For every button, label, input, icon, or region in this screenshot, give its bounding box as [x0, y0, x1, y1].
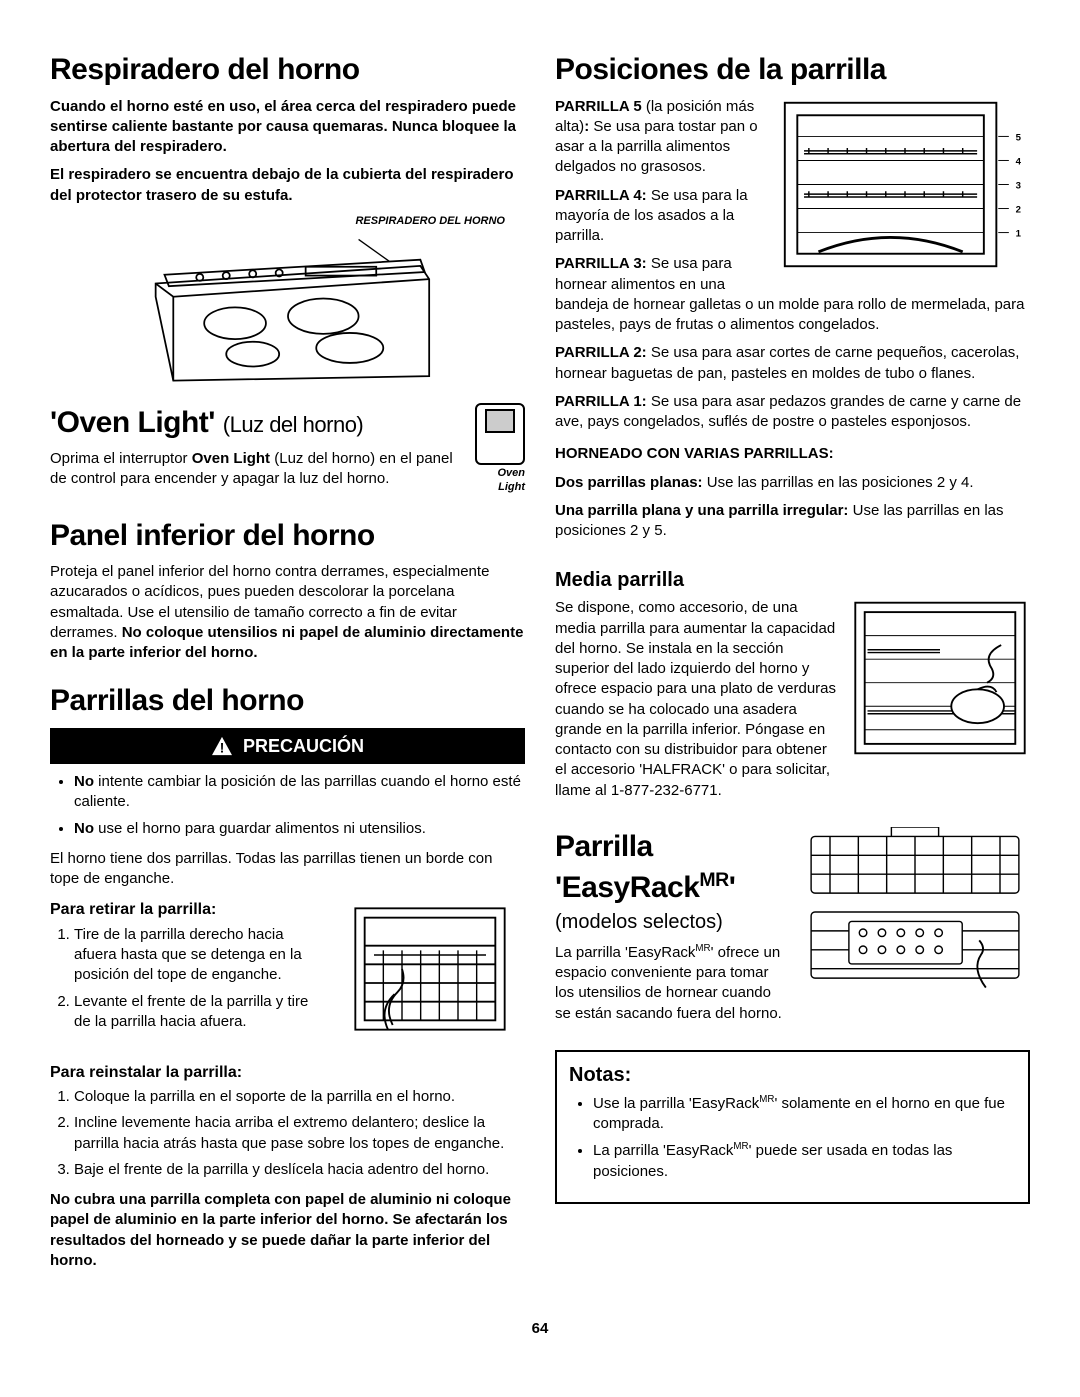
- stove-illustration: [50, 235, 525, 385]
- caution2-txt: use el horno para guardar alimentos ni u…: [94, 820, 426, 837]
- panel-p-b: No coloque utensilios ni papel de alumin…: [50, 624, 523, 661]
- reinstalar-list: Coloque la parrilla en el soporte de la …: [74, 1087, 525, 1180]
- section-posiciones: Posiciones de la parrilla: [555, 50, 1030, 549]
- svg-text:5: 5: [1016, 132, 1022, 143]
- heading-parrillas: Parrillas del horno: [50, 681, 525, 722]
- easyrack-illustration: [800, 827, 1030, 1003]
- caution1-bold: No: [74, 773, 94, 790]
- page-number: 64: [50, 1319, 1030, 1339]
- caution-item-1: No intente cambiar la posición de las pa…: [74, 772, 525, 813]
- una-parrilla: Una parrilla plana y una parrilla irregu…: [555, 501, 1030, 542]
- svg-text:3: 3: [1016, 180, 1021, 191]
- ovenlight-title-light: (Luz del horno): [223, 412, 363, 437]
- retirar-block: Para retirar la parrilla: Tire de la par…: [50, 899, 525, 1051]
- easy-p1a: La parrilla 'EasyRack: [555, 944, 695, 961]
- caution-banner: ! PRECAUCIÓN: [50, 728, 525, 764]
- easy-p1s: MR: [695, 943, 710, 954]
- dos-txt: Use las parrillas en las posiciones 2 y …: [703, 474, 974, 491]
- easy-t2: 'EasyRack: [555, 871, 699, 904]
- heading-notas: Notas:: [569, 1062, 1016, 1089]
- reinst-3: Baje el frente de la parrilla y deslícel…: [74, 1160, 525, 1180]
- p3-bold: PARRILLA 3:: [555, 255, 647, 272]
- respiradero-p2: El respiradero se encuentra debajo de la…: [50, 165, 525, 206]
- svg-text:2: 2: [1016, 204, 1021, 215]
- panel-p: Proteja el panel inferior del horno cont…: [50, 562, 525, 663]
- caution-list: No intente cambiar la posición de las pa…: [74, 772, 525, 839]
- ovenlight-switch-icon: [475, 403, 525, 465]
- easy-t2s: MR: [699, 869, 728, 891]
- p1-bold: PARRILLA 1:: [555, 393, 647, 410]
- notas-list: Use la parrilla 'EasyRackMR' solamente e…: [593, 1093, 1016, 1182]
- rack-positions-illustration: 5 4 3 2 1: [780, 97, 1030, 278]
- respiradero-p1: Cuando el horno esté en uso, el área cer…: [50, 97, 525, 158]
- n2s: MR: [733, 1141, 748, 1152]
- n2a: La parrilla 'EasyRack: [593, 1142, 733, 1159]
- heading-ovenlight: 'Oven Light' (Luz del horno): [50, 403, 465, 444]
- parrillas-intro: El horno tiene dos parrillas. Todas las …: [50, 849, 525, 890]
- dos-bold: Dos parrillas planas:: [555, 474, 703, 491]
- pos-p1: PARRILLA 1: Se usa para asar pedazos gra…: [555, 392, 1030, 433]
- ovenlight-p-bold: Oven Light: [192, 450, 270, 467]
- svg-text:!: !: [220, 740, 225, 755]
- caution2-bold: No: [74, 820, 94, 837]
- easy-t2e: ': [729, 871, 736, 904]
- caution-item-2: No use el horno para guardar alimentos n…: [74, 819, 525, 839]
- notas-box: Notas: Use la parrilla 'EasyRackMR' sola…: [555, 1050, 1030, 1204]
- ovenlight-icon-wrap: Oven Light: [475, 403, 525, 493]
- section-respiradero: Respiradero del horno Cuando el horno es…: [50, 50, 525, 385]
- section-parrillas: Parrillas del horno ! PRECAUCIÓN No inte…: [50, 681, 525, 1271]
- reinst-1: Coloque la parrilla en el soporte de la …: [74, 1087, 525, 1107]
- nota-1: Use la parrilla 'EasyRackMR' solamente e…: [593, 1093, 1016, 1135]
- caution1-txt: intente cambiar la posición de las parri…: [74, 773, 521, 810]
- heading-media: Media parrilla: [555, 567, 1030, 594]
- reinst-2: Incline levemente hacia arriba el extrem…: [74, 1113, 525, 1154]
- ovenlight-p-a: Oprima el interruptor: [50, 450, 192, 467]
- ovenlight-title-bold: 'Oven Light': [50, 406, 223, 439]
- p4-bold: PARRILLA 4:: [555, 187, 647, 204]
- p2-bold: PARRILLA 2:: [555, 344, 647, 361]
- pos-p2: PARRILLA 2: Se usa para asar cortes de c…: [555, 343, 1030, 384]
- heading-panel: Panel inferior del horno: [50, 516, 525, 557]
- parrillas-warn: No cubra una parrilla completa con papel…: [50, 1190, 525, 1271]
- p5-bold: PARRILLA 5: [555, 98, 642, 115]
- section-easyrack: Parrilla 'EasyRackMR' (modelos selectos)…: [555, 827, 1030, 1032]
- half-rack-illustration: [850, 598, 1030, 764]
- heading-horneado-varias: HORNEADO CON VARIAS PARRILLAS:: [555, 444, 1030, 464]
- dos-parrillas: Dos parrillas planas: Use las parrillas …: [555, 473, 1030, 493]
- left-column: Respiradero del horno Cuando el horno es…: [50, 50, 525, 1289]
- n1s: MR: [759, 1094, 774, 1105]
- ovenlight-icon-label1: Oven: [475, 467, 525, 479]
- svg-text:1: 1: [1016, 228, 1022, 239]
- section-panel-inferior: Panel inferior del horno Proteja el pane…: [50, 516, 525, 664]
- rack-remove-illustration: [335, 899, 525, 1045]
- heading-respiradero: Respiradero del horno: [50, 50, 525, 91]
- page-columns: Respiradero del horno Cuando el horno es…: [50, 50, 1030, 1289]
- ovenlight-p: Oprima el interruptor Oven Light (Luz de…: [50, 449, 465, 490]
- respiradero-diagram-label: RESPIRADERO DEL HORNO: [50, 214, 505, 229]
- easy-t1: Parrilla: [555, 830, 653, 863]
- caution-text: PRECAUCIÓN: [243, 734, 364, 758]
- svg-text:4: 4: [1016, 156, 1022, 167]
- una-bold: Una parrilla plana y una parrilla irregu…: [555, 502, 848, 519]
- section-ovenlight: 'Oven Light' (Luz del horno) Oprima el i…: [50, 403, 525, 498]
- right-column: Posiciones de la parrilla: [555, 50, 1030, 1289]
- ovenlight-icon-label2: Light: [475, 481, 525, 493]
- section-media-parrilla: Media parrilla Se dispone, como acce: [555, 567, 1030, 809]
- n1a: Use la parrilla 'EasyRack: [593, 1095, 759, 1112]
- nota-2: La parrilla 'EasyRackMR' puede ser usada…: [593, 1140, 1016, 1182]
- heading-posiciones: Posiciones de la parrilla: [555, 50, 1030, 91]
- heading-reinstalar: Para reinstalar la parrilla:: [50, 1062, 525, 1084]
- warning-triangle-icon: !: [211, 736, 233, 756]
